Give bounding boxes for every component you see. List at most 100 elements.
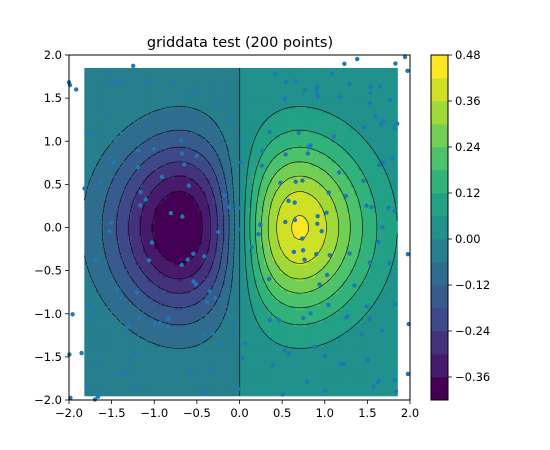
contour-cell [209, 375, 214, 380]
contour-cell [154, 203, 160, 208]
contour-cell [107, 346, 113, 352]
contour-cell [115, 153, 121, 159]
contour-cell [295, 211, 301, 217]
contour-cell [299, 252, 304, 257]
contour-cell [154, 248, 160, 253]
contour-cell [174, 244, 179, 249]
contour-cell [229, 235, 234, 241]
contour-cell [197, 194, 203, 200]
contour-cell [146, 235, 152, 241]
contour-cell [119, 272, 125, 278]
contour-cell [88, 166, 93, 171]
contour-cell [115, 231, 121, 237]
contour-cell [307, 338, 312, 344]
contour-cell [236, 223, 242, 229]
contour-cell [291, 84, 297, 90]
contour-cell [248, 367, 254, 372]
contour-cell [311, 113, 316, 118]
contour-cell [322, 293, 328, 298]
contour-cell [92, 104, 97, 110]
contour-cell [240, 272, 246, 278]
contour-cell [279, 133, 285, 139]
contour-cell [131, 199, 136, 204]
contour-cell [107, 375, 113, 380]
contour-cell [252, 309, 258, 315]
contour-cell [299, 227, 304, 233]
contour-cell [99, 260, 105, 266]
contour-cell [217, 379, 222, 384]
contour-cell [279, 203, 285, 208]
contour-cell [127, 326, 132, 331]
contour-cell [107, 383, 113, 389]
contour-cell [115, 162, 121, 167]
contour-cell [205, 313, 211, 319]
contour-cell [107, 113, 113, 118]
contour-cell [221, 256, 226, 262]
contour-cell [84, 231, 89, 237]
contour-cell [139, 362, 144, 368]
contour-cell [115, 375, 121, 380]
contour-cell [322, 350, 328, 356]
contour-cell [174, 76, 179, 81]
contour-cell [295, 297, 301, 303]
contour-cell [272, 297, 277, 303]
contour-cell [150, 84, 156, 90]
contour-cell [264, 76, 269, 81]
contour-cell [146, 153, 152, 159]
contour-cell [232, 346, 238, 352]
contour-cell [236, 96, 242, 102]
contour-cell [193, 317, 199, 323]
contour-cell [248, 317, 254, 323]
contour-cell [303, 92, 308, 98]
contour-cell [283, 252, 289, 257]
contour-cell [299, 174, 304, 180]
contour-cell [205, 375, 211, 380]
contour-cell [197, 129, 203, 135]
contour-cell [178, 362, 183, 368]
contour-cell [225, 133, 230, 139]
contour-cell [178, 240, 183, 245]
contour-cell [111, 317, 117, 323]
contour-cell [209, 215, 214, 221]
contour-cell [256, 354, 261, 360]
contour-cell [92, 186, 97, 192]
contour-cell [127, 248, 132, 253]
contour-cell [170, 223, 175, 229]
contour-cell [123, 137, 128, 143]
contour-cell [135, 113, 140, 118]
contour-cell [92, 354, 97, 360]
contour-cell [107, 379, 113, 384]
contour-cell [260, 313, 265, 319]
contour-cell [174, 268, 179, 274]
contour-cell [115, 321, 121, 327]
contour-cell [225, 96, 230, 102]
contour-cell [279, 125, 285, 130]
contour-cell [236, 317, 242, 323]
contour-cell [170, 330, 175, 335]
contour-cell [135, 80, 140, 85]
contour-cell [232, 313, 238, 319]
contour-cell [272, 235, 277, 241]
contour-cell [291, 170, 297, 176]
contour-cell [264, 133, 269, 139]
contour-cell [123, 334, 128, 339]
contour-cell [240, 67, 246, 73]
contour-cell [119, 321, 125, 327]
contour-cell [264, 108, 269, 114]
contour-cell [107, 158, 113, 163]
contour-cell [158, 125, 164, 130]
contour-cell [146, 285, 152, 290]
contour-cell [135, 125, 140, 130]
contour-cell [225, 297, 230, 303]
contour-cell [221, 158, 226, 163]
contour-cell [197, 203, 203, 208]
contour-cell [88, 379, 93, 384]
contour-cell [307, 260, 312, 266]
contour-cell [236, 350, 242, 356]
contour-cell [186, 108, 191, 114]
contour-cell [162, 178, 168, 184]
contour-cell [119, 391, 125, 397]
contour-cell [268, 149, 273, 155]
contour-cell [166, 387, 171, 393]
contour-cell [272, 182, 277, 188]
